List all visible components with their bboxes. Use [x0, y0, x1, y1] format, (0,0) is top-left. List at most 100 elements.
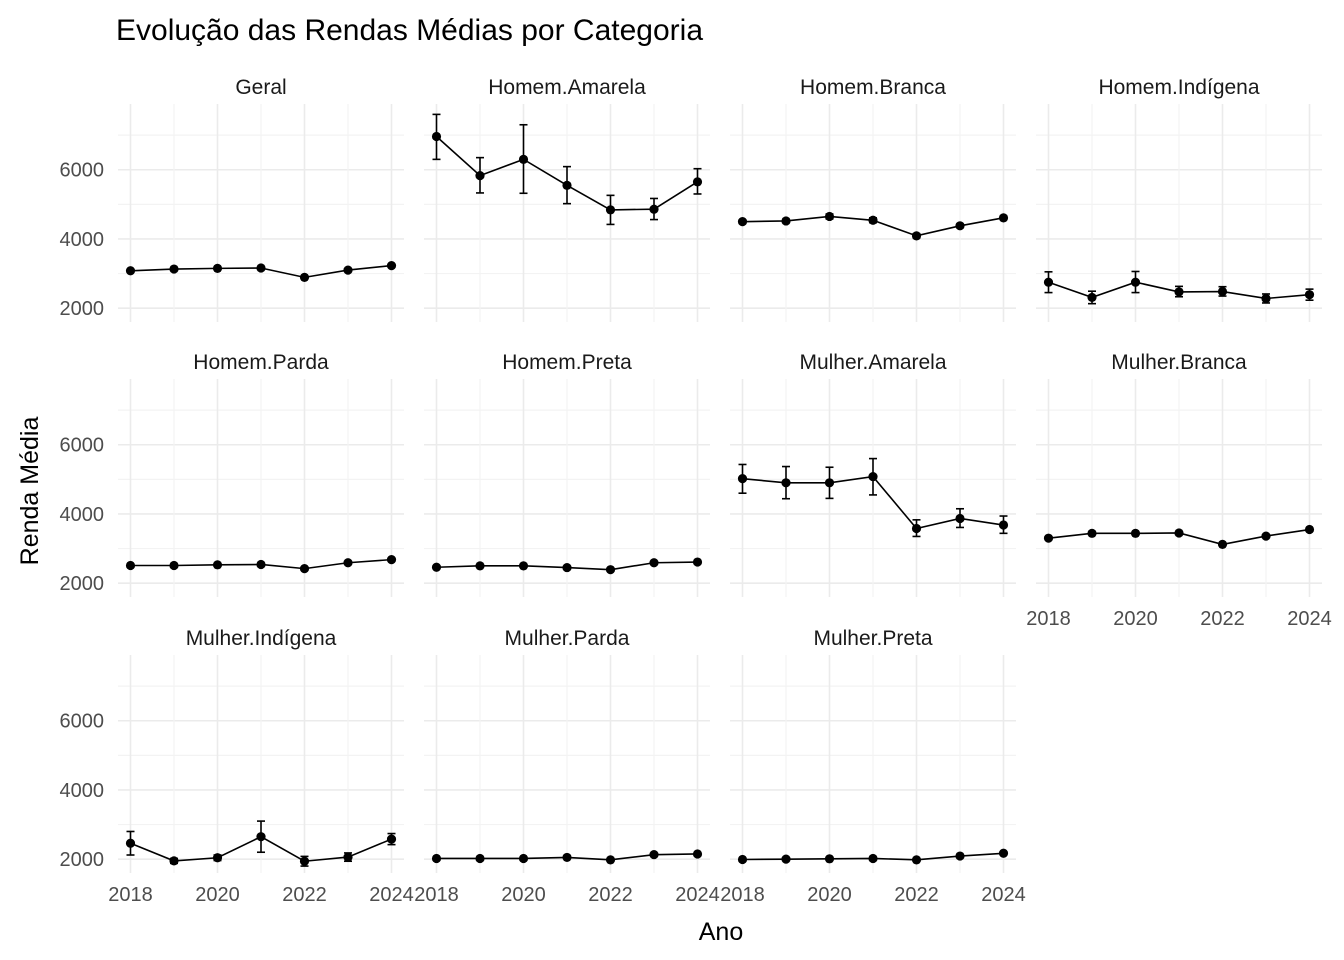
- panel-title: Mulher.Preta: [813, 627, 932, 650]
- data-point: [824, 211, 835, 222]
- y-tick-label: 6000: [60, 160, 105, 182]
- data-point: [475, 171, 485, 181]
- data-point: [212, 263, 223, 273]
- data-point: [868, 853, 878, 864]
- panel-title: Geral: [235, 76, 286, 99]
- data-point: [737, 854, 748, 865]
- panel-grid: [730, 104, 1016, 322]
- x-tick-label: 2020: [807, 884, 852, 906]
- panel-title: Homem.Branca: [800, 76, 946, 99]
- data-point: [737, 217, 748, 227]
- data-point: [824, 478, 835, 488]
- data-point: [1130, 528, 1141, 538]
- data-point: [1261, 531, 1271, 541]
- data-point: [475, 853, 485, 864]
- panel-grid: [730, 655, 1016, 873]
- panel-grid: [118, 379, 404, 597]
- y-tick-label: 6000: [60, 711, 105, 733]
- data-point: [1304, 524, 1315, 535]
- data-point: [1304, 290, 1315, 300]
- data-point: [562, 562, 572, 573]
- data-point: [518, 154, 529, 164]
- data-point: [781, 478, 791, 488]
- panel-homem-amarela: Homem.Amarela: [424, 76, 710, 322]
- data-point: [299, 272, 310, 282]
- data-point: [343, 852, 353, 862]
- x-tick-label: 2018: [720, 884, 765, 906]
- panel-mulher-indigena: Mulher.Indígena 2000 4000 6000 2018 2020 2022 2…: [60, 627, 414, 906]
- data-point: [343, 558, 353, 568]
- y-tick-label: 4000: [60, 780, 105, 802]
- data-point: [868, 215, 878, 225]
- panel-grid: [424, 379, 710, 597]
- data-point: [1130, 277, 1141, 287]
- data-point: [169, 856, 179, 866]
- x-tick-label: 2018: [1026, 608, 1071, 630]
- x-tick-label: 2022: [894, 884, 939, 906]
- panel-mulher-amarela: Mulher.Amarela: [730, 351, 1016, 597]
- data-point: [256, 832, 266, 842]
- chart-title: Evolução das Rendas Médias por Categoria: [116, 14, 703, 47]
- data-point: [1087, 292, 1097, 303]
- x-tick-label: 2022: [282, 884, 327, 906]
- x-tick-label: 2018: [414, 884, 459, 906]
- panel-title: Mulher.Parda: [505, 627, 630, 650]
- x-tick-label: 2020: [195, 884, 240, 906]
- data-point: [998, 848, 1009, 858]
- panel-title: Mulher.Indígena: [186, 627, 337, 650]
- x-tick-label: 2024: [675, 884, 720, 906]
- data-point: [431, 853, 442, 864]
- panel-mulher-preta: Mulher.Preta 2018 2020 2022 2024: [720, 627, 1026, 906]
- x-tick-label: 2024: [981, 884, 1026, 906]
- data-point: [649, 850, 659, 860]
- data-point: [955, 851, 965, 861]
- panel-homem-indigena: Homem.Indígena: [1036, 76, 1322, 322]
- panel-grid: [424, 655, 710, 873]
- y-tick-label: 6000: [60, 435, 105, 457]
- data-point: [1217, 286, 1228, 297]
- data-point: [998, 520, 1009, 530]
- data-point: [692, 849, 703, 859]
- x-tick-label: 2022: [1200, 608, 1245, 630]
- data-point: [649, 558, 659, 568]
- data-point: [125, 838, 136, 848]
- y-tick-label: 2000: [60, 849, 105, 871]
- data-point: [518, 853, 529, 864]
- data-point: [256, 263, 266, 273]
- data-point: [1043, 277, 1054, 287]
- x-tick-label: 2020: [501, 884, 546, 906]
- data-point: [212, 560, 223, 570]
- data-point: [475, 561, 485, 571]
- facet-panels: Geral 2000 4000 6000 Homem.Amarela Homem.Bran…: [60, 76, 1332, 906]
- y-tick-label: 4000: [60, 504, 105, 526]
- data-point: [998, 213, 1009, 223]
- panel-title: Mulher.Branca: [1111, 351, 1247, 374]
- data-point: [299, 856, 310, 866]
- panel-geral: Geral 2000 4000 6000: [60, 76, 404, 322]
- data-point: [911, 523, 922, 534]
- y-axis-title: Renda Média: [16, 417, 44, 566]
- panel-homem-preta: Homem.Preta: [424, 351, 710, 597]
- data-point: [737, 474, 748, 484]
- panel-grid: [730, 379, 1016, 597]
- panel-mulher-branca: Mulher.Branca 2018 2020 2022 2024: [1026, 351, 1332, 630]
- x-tick-label: 2022: [588, 884, 633, 906]
- panel-mulher-parda: Mulher.Parda 2018 2020 2022 2024: [414, 627, 720, 906]
- data-point: [692, 557, 703, 567]
- data-point: [781, 216, 791, 226]
- x-axis-title: Ano: [699, 918, 743, 946]
- panel-grid: [118, 104, 404, 322]
- data-point: [386, 260, 397, 271]
- data-point: [911, 231, 922, 241]
- panel-title: Mulher.Amarela: [799, 351, 946, 374]
- data-point: [1174, 287, 1184, 297]
- data-point: [431, 562, 442, 572]
- data-point: [212, 853, 223, 863]
- panel-title: Homem.Preta: [502, 351, 632, 374]
- data-point: [649, 204, 659, 214]
- data-point: [386, 555, 397, 565]
- panel-title: Homem.Parda: [193, 351, 329, 374]
- data-point: [1174, 528, 1184, 538]
- data-point: [1261, 293, 1271, 304]
